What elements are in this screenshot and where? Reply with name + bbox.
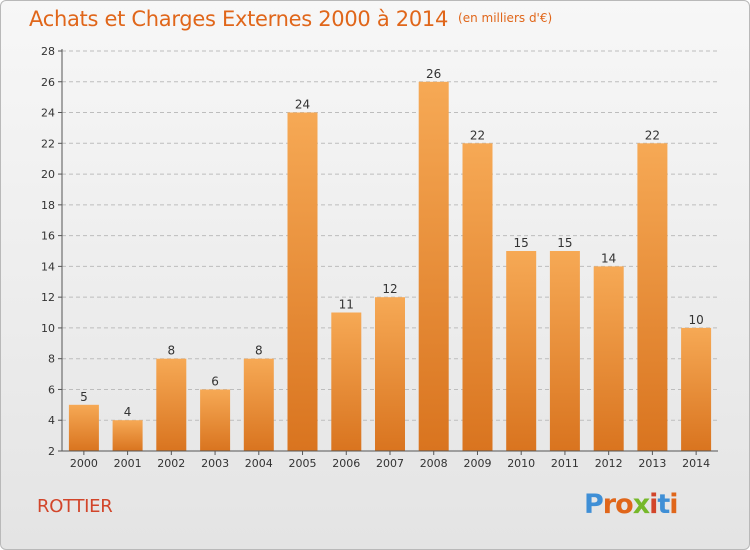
- x-tick-label: 2008: [420, 457, 448, 470]
- x-tick-label: 2007: [376, 457, 404, 470]
- bar-2011: [550, 251, 580, 451]
- bar-2004: [244, 359, 274, 451]
- y-tick-label: 10: [41, 322, 55, 335]
- bar-value-label: 14: [601, 251, 616, 265]
- bar-value-label: 6: [211, 375, 219, 389]
- bar-value-label: 10: [688, 313, 703, 327]
- bar-2014: [681, 328, 711, 451]
- bar-value-label: 24: [295, 98, 310, 112]
- x-tick-label: 2005: [289, 457, 317, 470]
- x-tick-label: 2011: [551, 457, 579, 470]
- bar-2013: [637, 143, 667, 451]
- bar-value-label: 12: [382, 282, 397, 296]
- x-tick-label: 2010: [507, 457, 535, 470]
- x-tick-label: 2013: [638, 457, 666, 470]
- x-tick-label: 2002: [157, 457, 185, 470]
- bar-2012: [594, 266, 624, 451]
- y-tick-label: 16: [41, 230, 55, 243]
- x-tick-label: 2000: [70, 457, 98, 470]
- bar-value-label: 22: [645, 128, 660, 142]
- bars: 5 4 8 6 8 24 11 12 26 22 15 15 14 22 10: [69, 67, 711, 451]
- y-tick-label: 18: [41, 199, 55, 212]
- chart-frame: Achats et Charges Externes 2000 à 2014 (e…: [0, 0, 750, 550]
- bar-2001: [113, 420, 143, 451]
- logo-letter: t: [657, 489, 669, 520]
- y-tick-label: 24: [41, 107, 55, 120]
- bar-value-label: 8: [167, 344, 175, 358]
- logo-letter: o: [615, 489, 633, 520]
- bar-value-label: 5: [80, 390, 88, 404]
- logo-letter: i: [649, 489, 657, 520]
- y-tick-label: 4: [48, 414, 55, 427]
- x-tick-label: 2006: [332, 457, 360, 470]
- y-tick-label: 2: [48, 445, 55, 458]
- bar-value-label: 4: [124, 405, 132, 419]
- logo-letter: r: [603, 489, 615, 520]
- bar-2007: [375, 297, 405, 451]
- y-tick-label: 28: [41, 45, 55, 58]
- y-tick-label: 22: [41, 137, 55, 150]
- y-tick-label: 26: [41, 76, 55, 89]
- bar-2006: [331, 313, 361, 452]
- bar-2003: [200, 390, 230, 452]
- bar-value-label: 8: [255, 344, 263, 358]
- x-tick-label: 2001: [114, 457, 142, 470]
- bar-chart: 54868241112262215 15142210 24681012141618…: [1, 1, 749, 549]
- y-tick-label: 8: [48, 353, 55, 366]
- bar-2000: [69, 405, 99, 451]
- x-tick-label: 2012: [595, 457, 623, 470]
- bar-2005: [288, 113, 318, 452]
- bar-value-label: 26: [426, 67, 441, 81]
- y-tick-label: 12: [41, 291, 55, 304]
- proxiti-logo: Proxiti: [584, 489, 678, 520]
- x-tick-label: 2003: [201, 457, 229, 470]
- bar-value-label: 22: [470, 128, 485, 142]
- y-tick-label: 6: [48, 383, 55, 396]
- y-tick-label: 20: [41, 168, 55, 181]
- bar-value-label: 11: [339, 298, 354, 312]
- logo-letter: i: [669, 489, 677, 520]
- x-tick-label: 2004: [245, 457, 273, 470]
- x-tick-label: 2014: [682, 457, 710, 470]
- logo-letter: x: [633, 489, 649, 520]
- bar-2010: [506, 251, 536, 451]
- bar-2008: [419, 82, 449, 451]
- bar-2002: [156, 359, 186, 451]
- y-tick-label: 14: [41, 260, 55, 273]
- bar-2009: [463, 143, 493, 451]
- bar-value-label: 15: [514, 236, 529, 250]
- bar-value-label: 15: [557, 236, 572, 250]
- logo-letter: P: [584, 489, 603, 520]
- commune-name: ROTTIER: [37, 496, 112, 517]
- x-tick-label: 2009: [464, 457, 492, 470]
